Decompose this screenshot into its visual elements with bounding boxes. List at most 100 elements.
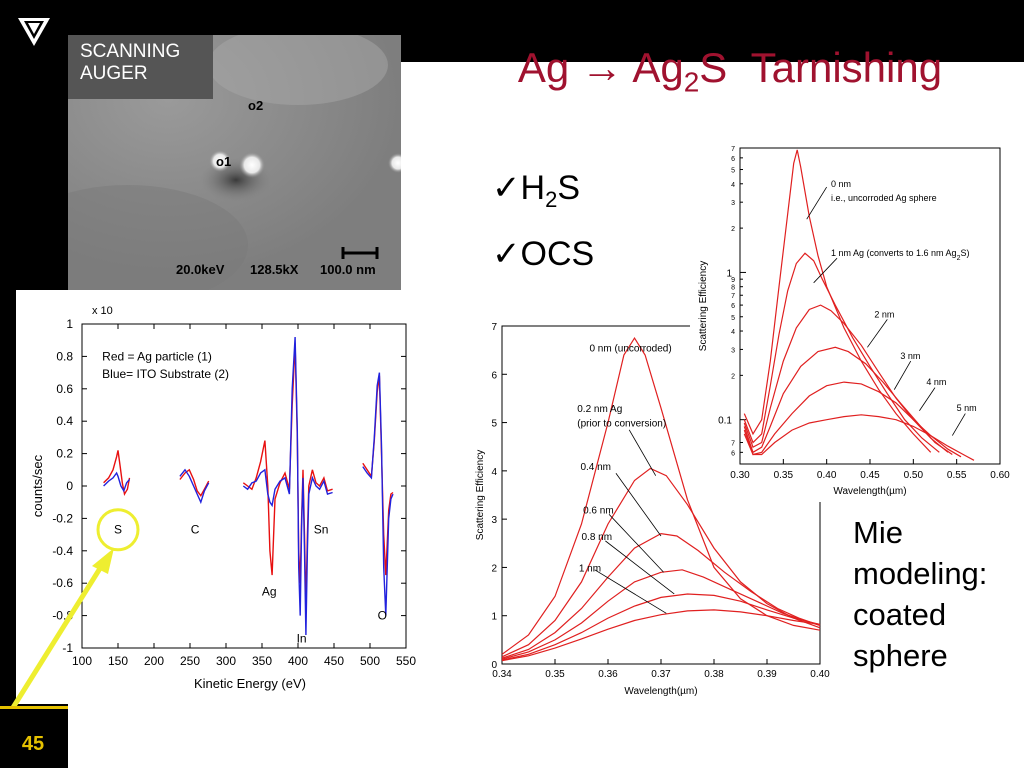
curve-label-5: 4 nm [926, 377, 946, 387]
series-line-blue [103, 471, 131, 493]
x-tick-label: 0.60 [990, 470, 1010, 481]
y-tick-label: 1 [726, 268, 732, 279]
magnification: 128.5kX [250, 262, 299, 277]
y-tick-label: 1 [491, 612, 497, 623]
x-tick-label: 200 [144, 654, 164, 668]
chart-background [16, 290, 422, 704]
x-tick-label: 0.39 [757, 669, 777, 680]
series-line-2 [501, 532, 821, 659]
series-line-3 [501, 569, 821, 660]
series-line-blue [242, 336, 333, 636]
point-o1-label: o1 [216, 154, 232, 169]
y-tick-label: -1 [62, 641, 73, 655]
sem-micrograph [68, 35, 401, 291]
y-tick-label: -0.6 [52, 576, 73, 590]
y-tick-label: 2 [491, 563, 497, 574]
y-tick-label: -0.4 [52, 544, 73, 558]
series-line-1 [501, 467, 821, 658]
series-line-1 [743, 252, 940, 453]
x-tick-label: 0.30 [730, 470, 750, 481]
pointer-line [951, 413, 966, 436]
pointer-line [605, 540, 675, 595]
y-minor-tick-label: 8 [731, 285, 735, 292]
curve-label-0: 0 nm [831, 179, 851, 189]
legend-entry-red: Red = Ag particle (1) [102, 349, 212, 363]
x-axis-label: Wavelength(µm) [833, 486, 906, 497]
x-tick-label: 300 [216, 654, 236, 668]
pointer-line [615, 473, 662, 537]
curve-label-4: 3 nm [900, 351, 920, 361]
curve-label-2: (prior to conversion) [577, 419, 666, 430]
x-tick-label: 550 [396, 654, 416, 668]
x-tick-label: 0.35 [545, 669, 565, 680]
pointer-line [867, 319, 888, 348]
point-o2-label: o2 [248, 98, 264, 113]
y-minor-tick-label: 7 [731, 146, 735, 153]
y-tick-label: 0.4 [56, 414, 73, 428]
y-minor-tick-label: 5 [731, 168, 735, 175]
y-axis-label: counts/sec [30, 454, 45, 517]
x-tick-label: 0.36 [598, 669, 618, 680]
curve-label-0: 0 nm (uncorroded) [589, 344, 671, 355]
y-tick-label: 0.2 [56, 447, 73, 461]
series-line-4 [743, 381, 962, 458]
ag2s-subscript: 2 [957, 255, 961, 262]
pointer-line [919, 387, 936, 411]
peak-label-s: S [114, 523, 122, 537]
bullet-h2s: ✓H2S [492, 169, 580, 212]
y-tick-label: 0.8 [56, 349, 73, 363]
auger-spectrum-chart: 100 150 200 250 300 350 400 450 500 550 1 0.8 0.6 0.4… [16, 290, 422, 704]
page-number: 45 [21, 733, 45, 755]
y-axis-label: Scattering Efficiency [698, 261, 709, 351]
x-axis-label: Kinetic Energy (eV) [194, 676, 306, 691]
curve-label-4: 0.6 nm [583, 505, 614, 516]
pointer-line [628, 429, 657, 476]
sem-mode-label: SCANNING AUGER [68, 35, 213, 99]
sulfur-highlight-arrow [1, 548, 114, 724]
curve-label-6: 1 nm [579, 563, 601, 574]
curve-label-1: i.e., uncorroded Ag sphere [831, 193, 937, 203]
y-multiplier: x 10 [92, 305, 113, 317]
peak-label-c: C [191, 523, 200, 537]
series-line-5 [743, 414, 975, 461]
y-tick-label: 0.6 [56, 382, 73, 396]
x-tick-label: 500 [360, 654, 380, 668]
page-number-box [0, 706, 68, 768]
y-tick-label: 3 [491, 515, 497, 526]
peak-label-sn: Sn [314, 523, 329, 537]
y-minor-tick-label: 3 [731, 347, 735, 354]
sulfur-highlight-circle [96, 508, 140, 552]
series-line-2 [743, 304, 949, 453]
x-tick-label: 0.40 [810, 669, 830, 680]
x-tick-label: 0.40 [817, 470, 837, 481]
x-axis-label: Wavelength(µm) [624, 686, 697, 697]
series-line-blue [179, 468, 210, 505]
university-logo-icon [18, 18, 50, 46]
x-tick-label: 250 [180, 654, 200, 668]
y-minor-tick-label: 4 [731, 329, 735, 336]
y-tick-label: 0 [491, 660, 497, 671]
bullet-ocs: ✓OCS [492, 235, 595, 273]
scale-bar [341, 247, 379, 259]
peak-label-o: O [378, 609, 387, 623]
y-tick-label: 0.1 [718, 416, 732, 427]
x-tick-label: 150 [108, 654, 128, 668]
series-line-0 [501, 336, 821, 655]
y-axis-label: Scattering Efficiency [475, 450, 486, 540]
x-tick-label: 400 [288, 654, 308, 668]
curve-label-6: 5 nm [957, 403, 977, 413]
peak-label-in: In [297, 631, 307, 645]
pointer-line [608, 514, 664, 573]
chart-background [690, 140, 1015, 502]
y-tick-label: -0.2 [52, 511, 73, 525]
pointer-line [893, 360, 912, 390]
curve-label-3: 0.4 nm [580, 462, 611, 473]
y-tick-label: 4 [491, 467, 497, 478]
x-tick-label: 0.45 [860, 470, 880, 481]
sem-image: SCANNING AUGER o2 o1 20.0keV 128.5kX 100… [68, 35, 401, 291]
y-minor-tick-label: 9 [731, 277, 735, 284]
x-tick-label: 450 [324, 654, 344, 668]
x-tick-label: 0.37 [651, 669, 671, 680]
y-minor-tick-label: 5 [731, 315, 735, 322]
ag2s-tail: S) [960, 248, 969, 258]
